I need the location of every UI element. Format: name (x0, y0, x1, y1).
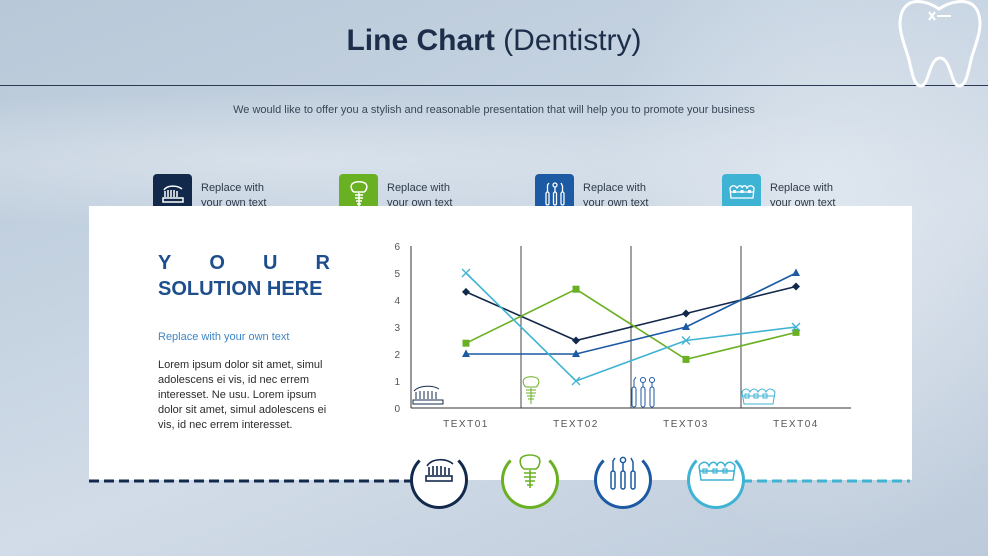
page-subtitle: We would like to offer you a stylish and… (233, 104, 755, 116)
braces-icon (741, 388, 776, 405)
bottom-circle-4 (687, 451, 745, 509)
series-line-3 (466, 272, 797, 355)
bottom-dashed-line (89, 479, 910, 483)
data-point (462, 287, 470, 296)
data-point (792, 282, 800, 291)
toothbrush-icon (425, 458, 454, 482)
x-tick-label: TEXT01 (443, 419, 489, 430)
braces-icon (729, 185, 755, 199)
dental-tools-icon (610, 456, 636, 490)
dental-implant-icon (350, 181, 368, 206)
dental-tools-icon (545, 182, 565, 206)
bottom-circle-2 (501, 451, 559, 509)
data-point (572, 336, 580, 345)
data-point (572, 285, 580, 293)
data-point (792, 268, 800, 276)
tooth-logo-icon (898, 0, 982, 88)
line-chart: 0 1 2 3 4 5 6 TEXT01 TEXT02 TEXT03 TEXT04 (394, 242, 851, 430)
bottom-circle-3 (594, 451, 652, 509)
data-point (792, 328, 800, 336)
heading-line-2: SOLUTION HERE (158, 278, 323, 300)
data-point (682, 309, 690, 318)
bottom-circle-1 (410, 451, 468, 509)
y-tick-label: 5 (394, 269, 400, 280)
dental-implant-icon (522, 376, 540, 404)
title-normal: (Dentistry) (503, 24, 642, 57)
y-tick-label: 1 (394, 377, 400, 388)
series-line-4 (465, 272, 797, 382)
y-tick-label: 2 (394, 350, 400, 361)
dental-implant-icon (519, 454, 541, 488)
data-point (461, 268, 471, 278)
x-tick-label: TEXT04 (773, 419, 819, 430)
toothbrush-icon (162, 185, 184, 203)
title-bold: Line Chart (346, 24, 495, 57)
y-tick-label: 0 (394, 404, 400, 415)
content-panel (89, 206, 912, 480)
series-line-2 (465, 288, 797, 361)
data-point (682, 355, 690, 363)
toothbrush-icon (412, 385, 444, 405)
data-point (681, 336, 691, 345)
data-point (462, 339, 470, 347)
data-point (462, 349, 470, 357)
side-subheading: Replace with your own text (158, 331, 290, 343)
side-body-text: Lorem ipsum dolor sit amet, simul adoles… (158, 359, 327, 431)
y-tick-label: 3 (394, 323, 400, 334)
x-tick-label: TEXT02 (553, 419, 599, 430)
data-point (682, 322, 690, 330)
data-point (571, 376, 581, 386)
page-title: Line Chart (Dentistry) (0, 24, 988, 58)
y-tick-label: 4 (394, 296, 400, 307)
y-tick-label: 6 (394, 242, 400, 253)
x-tick-label: TEXT03 (663, 419, 709, 430)
dental-tools-icon (631, 376, 655, 408)
braces-icon (698, 461, 736, 481)
data-point (572, 349, 580, 357)
data-point (791, 322, 801, 332)
title-divider (0, 85, 988, 86)
